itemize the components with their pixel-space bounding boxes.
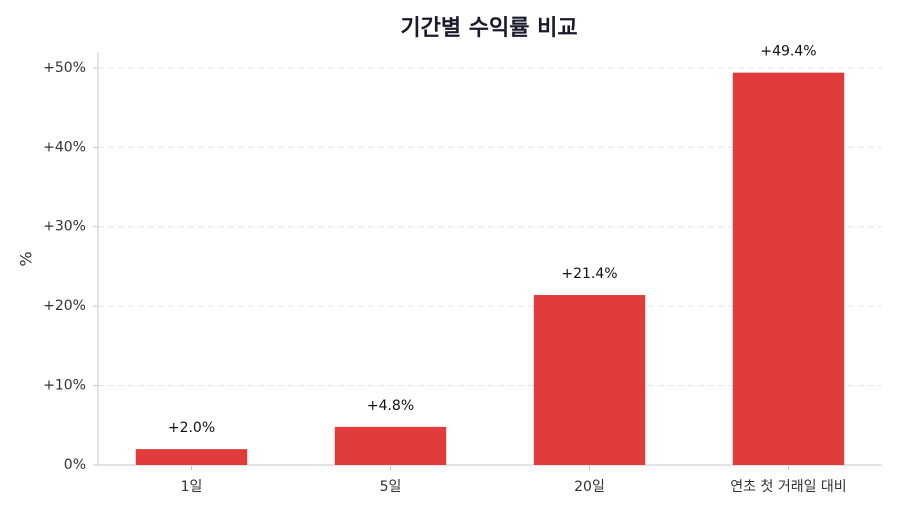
y-tick-label: +40% <box>43 139 86 155</box>
bar <box>135 449 248 465</box>
value-label: +49.4% <box>760 44 816 60</box>
bar <box>334 426 447 465</box>
y-tick-label: 0% <box>64 457 86 473</box>
x-tick-label: 5일 <box>380 479 402 495</box>
x-tick-label: 20일 <box>574 479 605 495</box>
bar <box>732 72 845 466</box>
bar <box>533 295 646 465</box>
value-label: +4.8% <box>367 398 414 414</box>
value-label: +21.4% <box>561 266 617 282</box>
x-tick-label: 1일 <box>181 479 203 495</box>
y-tick-label: +10% <box>43 378 86 394</box>
chart-title: 기간별 수익률 비교 <box>400 16 577 41</box>
y-tick-label: +20% <box>43 298 86 314</box>
y-tick-label: +30% <box>43 219 86 235</box>
y-axis-label: % <box>17 251 36 266</box>
y-tick-label: +50% <box>43 60 86 76</box>
value-label: +2.0% <box>168 420 215 436</box>
x-tick-label: 연초 첫 거래일 대비 <box>730 479 846 495</box>
